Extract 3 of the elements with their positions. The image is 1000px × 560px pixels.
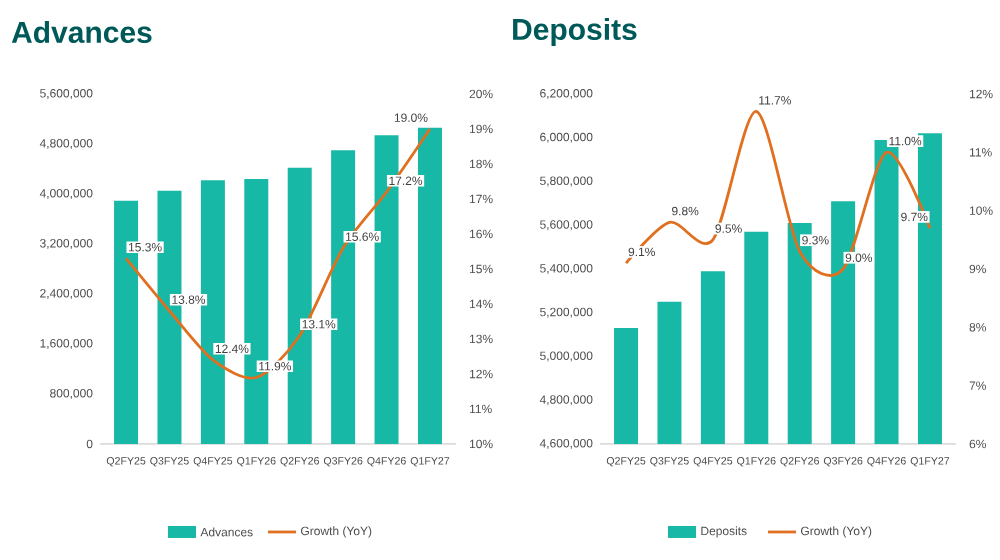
- line-series: [124, 127, 432, 380]
- chart-title: Deposits: [513, 18, 637, 46]
- chart-title: Advances: [11, 20, 152, 43]
